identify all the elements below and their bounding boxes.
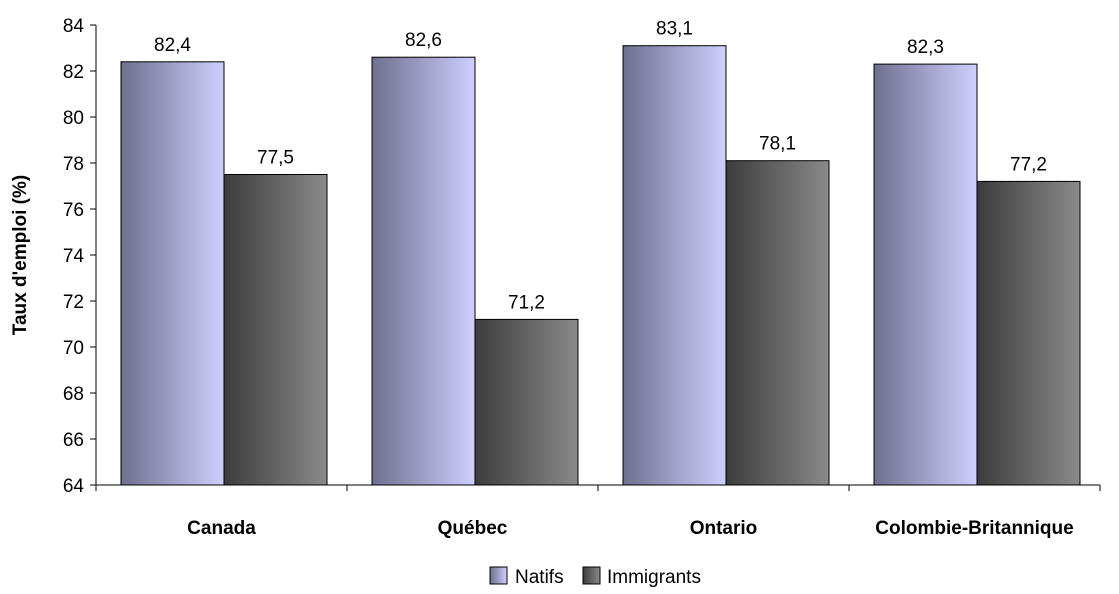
bar-value-label: 71,2 bbox=[508, 292, 545, 313]
x-category-label: Québec bbox=[438, 518, 508, 539]
x-category-label: Canada bbox=[187, 518, 256, 539]
bar-value-label: 82,6 bbox=[405, 30, 442, 51]
legend-label: Natifs bbox=[515, 567, 564, 588]
bar-natifs bbox=[371, 56, 476, 486]
axes: 64 66 68 70 72 74 76 78 80 82 84 Canada Québec Ontari… bbox=[63, 16, 1101, 539]
y-tick-label: 68 bbox=[63, 384, 84, 405]
y-tick-label: 82 bbox=[63, 62, 84, 83]
y-tick-label: 78 bbox=[63, 154, 84, 175]
bar-value-label: 77,2 bbox=[1010, 154, 1047, 175]
y-axis-title: Taux d'emploi (%) bbox=[10, 175, 31, 335]
bar-immigrants bbox=[725, 160, 830, 486]
bar-value-label: 82,4 bbox=[154, 35, 191, 56]
bar-natifs bbox=[120, 61, 225, 486]
y-tick-label: 64 bbox=[63, 476, 85, 497]
y-tick-label: 76 bbox=[63, 200, 84, 221]
bar-natifs bbox=[873, 63, 978, 486]
legend-label: Immigrants bbox=[607, 567, 701, 588]
bars bbox=[120, 45, 1081, 486]
y-tick-label: 72 bbox=[63, 292, 84, 313]
bar-value-label: 77,5 bbox=[257, 148, 294, 169]
legend-swatch-natifs bbox=[489, 566, 508, 585]
bar-value-label: 78,1 bbox=[759, 134, 796, 155]
legend-swatch-immigrants bbox=[582, 566, 601, 585]
bar-immigrants bbox=[474, 318, 579, 486]
bar-immigrants bbox=[976, 180, 1081, 486]
y-tick-label: 80 bbox=[63, 108, 84, 129]
y-tick-label: 66 bbox=[63, 430, 84, 451]
x-category-label: Colombie-Britannique bbox=[875, 518, 1073, 539]
y-tick-label: 74 bbox=[63, 246, 85, 267]
bar-natifs bbox=[622, 45, 727, 486]
data-labels: 82,4 77,5 82,6 71,2 83,1 78,1 82,3 77,2 bbox=[154, 19, 1047, 314]
y-tick-label: 84 bbox=[63, 16, 85, 37]
bar-value-label: 83,1 bbox=[656, 19, 693, 40]
bar-value-label: 82,3 bbox=[907, 37, 944, 58]
bar-immigrants bbox=[223, 174, 328, 486]
legend: Natifs Immigrants bbox=[489, 566, 701, 588]
x-category-label: Ontario bbox=[690, 518, 758, 539]
y-tick-label: 70 bbox=[63, 338, 84, 359]
